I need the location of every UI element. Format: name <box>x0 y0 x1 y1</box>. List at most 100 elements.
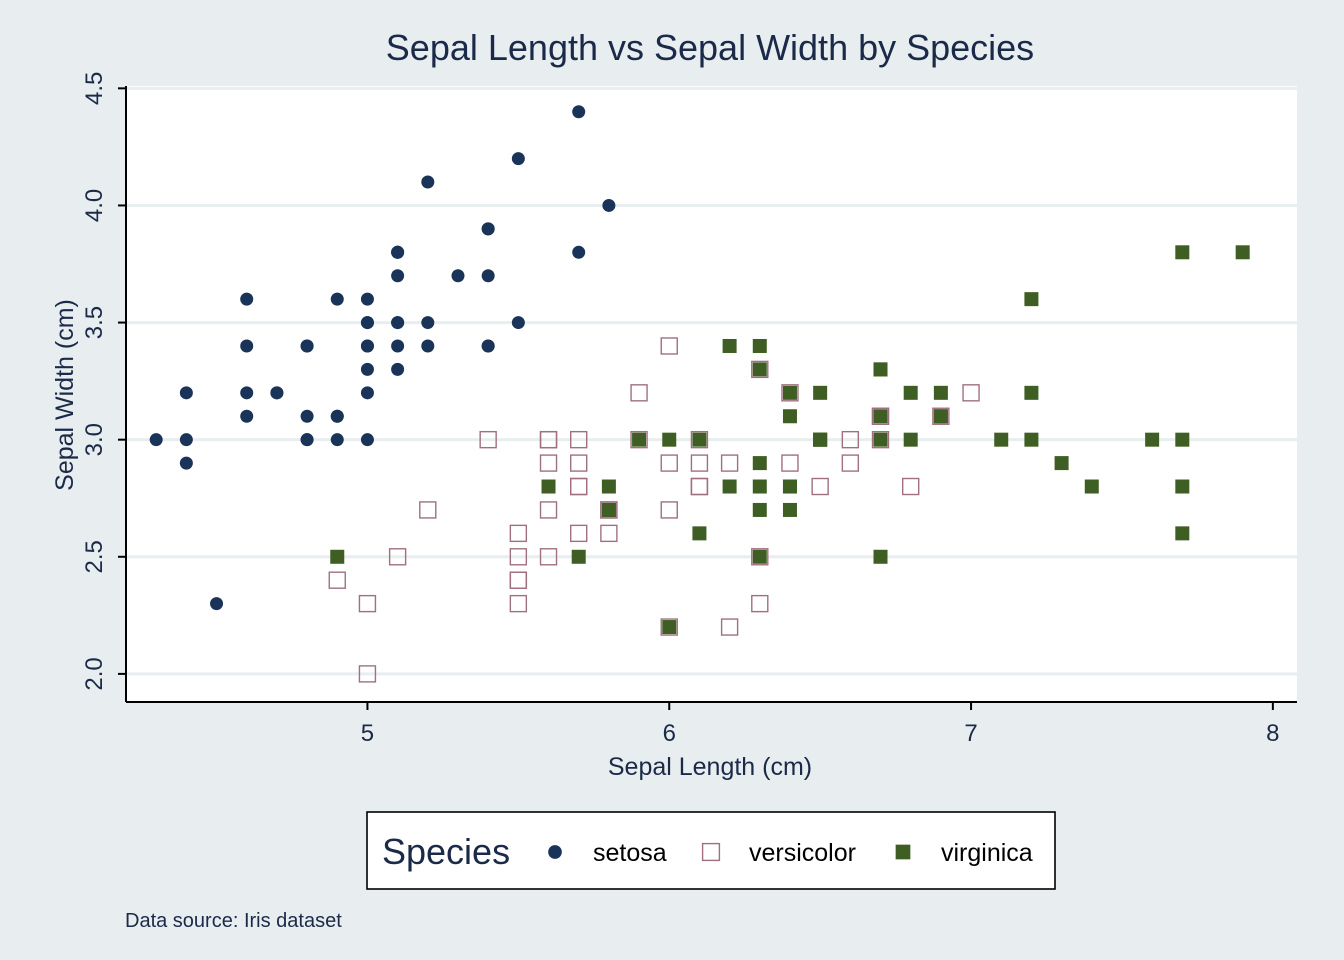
plot-area <box>126 86 1297 702</box>
y-tick-label: 2.0 <box>81 657 108 690</box>
setosa-point <box>360 433 374 447</box>
virginica-point <box>601 479 616 494</box>
virginica-point <box>571 549 586 564</box>
legend-marker-setosa <box>548 845 562 859</box>
setosa-point <box>330 433 344 447</box>
versicolor-point <box>841 430 860 449</box>
versicolor-point <box>600 524 618 543</box>
setosa-point <box>240 292 254 306</box>
setosa-point <box>300 433 314 447</box>
virginica-point <box>1084 479 1099 494</box>
versicolor-point <box>630 384 648 402</box>
versicolor-point <box>328 571 346 589</box>
versicolor-point <box>660 454 678 472</box>
setosa-point <box>421 339 435 353</box>
virginica-point <box>1145 432 1160 447</box>
setosa-point <box>391 362 405 376</box>
virginica-point <box>632 432 647 447</box>
legend-items: setosa versicolor virginica <box>548 839 1033 867</box>
virginica-point <box>752 456 767 471</box>
setosa-point <box>210 597 224 611</box>
setosa-point <box>240 386 254 400</box>
x-tick-label: 8 <box>1266 720 1279 747</box>
setosa-point <box>360 292 374 306</box>
series-versicolor <box>328 337 980 683</box>
data-points <box>149 105 1250 683</box>
virginica-point <box>873 432 888 447</box>
legend-label-versicolor: versicolor <box>749 839 856 867</box>
virginica-point <box>1175 526 1190 541</box>
versicolor-point <box>570 430 588 449</box>
virginica-point <box>994 432 1009 447</box>
versicolor-point <box>720 618 739 636</box>
versicolor-point <box>509 548 528 566</box>
legend-marker-versicolor <box>701 842 721 862</box>
legend-label-virginica: virginica <box>941 839 1033 867</box>
setosa-point <box>300 409 314 423</box>
setosa-point <box>451 269 465 283</box>
x-axis-label: Sepal Length (cm) <box>608 753 812 781</box>
versicolor-point <box>781 454 799 472</box>
virginica-point <box>1024 292 1039 307</box>
x-tick-label: 5 <box>361 720 374 747</box>
setosa-point <box>511 316 525 330</box>
versicolor-point <box>539 430 558 449</box>
versicolor-point <box>539 548 558 566</box>
legend-marker-virginica <box>895 844 911 860</box>
setosa-point <box>360 362 374 376</box>
virginica-point <box>813 385 828 400</box>
virginica-point <box>873 549 888 564</box>
legend-box <box>366 811 1056 890</box>
setosa-point <box>391 269 405 283</box>
virginica-point <box>1175 432 1190 447</box>
legend-item-virginica: virginica <box>895 839 1033 867</box>
legend-title: Species <box>382 831 510 872</box>
versicolor-point <box>600 501 618 519</box>
setosa-point <box>300 339 314 353</box>
setosa-point <box>391 316 405 330</box>
setosa-point <box>481 339 495 353</box>
setosa-point <box>481 269 495 283</box>
legend-item-setosa: setosa <box>548 839 667 867</box>
setosa-point <box>391 339 405 353</box>
chart-title: Sepal Length vs Sepal Width by Species <box>386 27 1034 68</box>
legend: Species setosa versicolor virginica <box>366 811 1056 890</box>
setosa-point <box>240 409 254 423</box>
setosa-point <box>602 198 616 212</box>
versicolor-point <box>871 430 890 449</box>
versicolor-point <box>901 477 920 496</box>
setosa-point <box>330 292 344 306</box>
y-tick-labels: 2.0 2.5 3.0 3.5 4.0 4.5 <box>81 72 108 691</box>
setosa-point <box>511 152 525 166</box>
versicolor-point <box>841 454 860 472</box>
versicolor-point <box>570 477 588 496</box>
virginica-point <box>752 362 767 377</box>
virginica-point <box>330 549 345 564</box>
setosa-point <box>421 316 435 330</box>
setosa-point <box>270 386 284 400</box>
virginica-point <box>933 409 948 424</box>
setosa-point <box>179 456 193 470</box>
y-tick-label: 2.5 <box>81 540 108 573</box>
x-tick-label: 6 <box>663 720 676 747</box>
versicolor-point <box>811 477 829 496</box>
setosa-point <box>360 339 374 353</box>
versicolor-point <box>479 430 497 449</box>
y-tick-label: 3.5 <box>81 306 108 339</box>
versicolor-point <box>509 594 528 613</box>
y-tick-label: 4.0 <box>81 189 108 222</box>
virginica-point <box>873 362 888 377</box>
y-tick-label: 3.0 <box>81 423 108 456</box>
virginica-point <box>873 409 888 424</box>
setosa-point <box>481 222 495 236</box>
x-tick-label: 7 <box>964 720 977 747</box>
versicolor-point <box>781 384 799 402</box>
setosa-point <box>360 316 374 330</box>
versicolor-point <box>358 665 377 683</box>
versicolor-point <box>660 501 678 519</box>
versicolor-point <box>570 454 588 472</box>
setosa-point <box>421 175 435 189</box>
virginica-point <box>1054 456 1069 471</box>
versicolor-point <box>690 454 709 472</box>
